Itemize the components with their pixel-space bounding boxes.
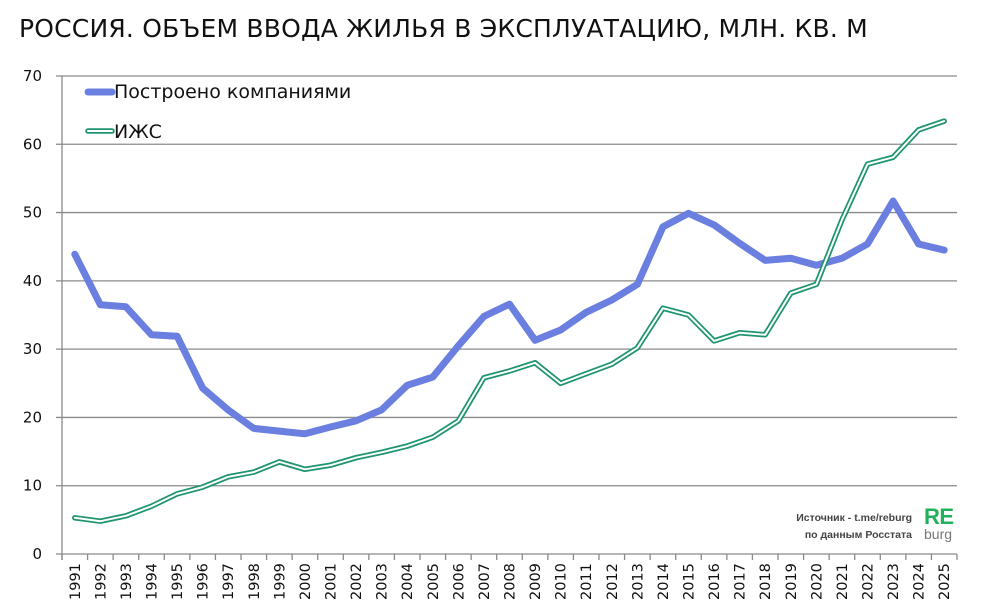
- x-tick-label: 2006: [451, 563, 467, 600]
- y-tick-label: 10: [23, 477, 42, 495]
- reburg-logo: RE burg: [924, 504, 954, 542]
- y-axis: 0 10 20 30 40 50 60 70: [23, 67, 63, 563]
- x-tick-label: 2000: [298, 563, 314, 600]
- x-tick-label: 2018: [758, 563, 774, 600]
- x-tick-label: 2019: [784, 563, 800, 600]
- source-line-2: по данным Росстата: [804, 529, 912, 541]
- logo-re: RE: [924, 504, 954, 529]
- chart-title: РОССИЯ. ОБЪЕМ ВВОДА ЖИЛЬЯ В ЭКСПЛУАТАЦИЮ…: [19, 14, 868, 43]
- x-tick-label: 1997: [221, 563, 237, 600]
- x-tick-label: 2025: [937, 563, 953, 600]
- source-note: Источник - t.me/reburg по данным Росстат…: [796, 510, 912, 544]
- x-tick-label: 1996: [196, 563, 212, 600]
- gridlines: [56, 75, 957, 487]
- x-axis: 1991 1992 1993 1994 1995 1996 1997 1998 1999 2000…: [56, 553, 958, 600]
- x-tick-label: 2007: [477, 563, 493, 600]
- legend: Построено компаниями ИЖС: [84, 81, 351, 143]
- x-tick-label: 1991: [68, 563, 84, 600]
- y-tick-label: 30: [23, 340, 42, 358]
- legend-companies-label: Построено компаниями: [114, 81, 351, 103]
- x-tick-label: 2008: [503, 563, 519, 600]
- x-tick-label: 1993: [119, 563, 135, 600]
- x-tick-label: 2022: [861, 563, 877, 600]
- logo-burg: burg: [924, 526, 953, 542]
- x-tick-label: 2005: [426, 563, 442, 600]
- x-tick-label: 2023: [886, 563, 902, 600]
- x-tick-label: 2011: [579, 563, 595, 600]
- x-tick-label: 1999: [272, 563, 288, 600]
- x-tick-label: 2012: [605, 563, 621, 600]
- data-series: [71, 118, 948, 524]
- series-izhs-line: [72, 118, 947, 524]
- source-line-1: Источник - t.me/reburg: [796, 512, 912, 524]
- y-tick-label: 70: [23, 67, 42, 85]
- x-tick-label: 2017: [733, 563, 749, 600]
- y-tick-label: 20: [23, 408, 42, 426]
- x-tick-label: 2002: [349, 563, 365, 600]
- x-tick-label: 2004: [400, 563, 416, 600]
- series-companies-line: [71, 197, 948, 438]
- x-tick-label: 2015: [682, 563, 698, 600]
- x-tick-label: 2014: [656, 563, 672, 600]
- x-tick-label: 1995: [170, 563, 186, 600]
- x-tick-label: 2021: [835, 563, 851, 600]
- x-tick-label: 2001: [324, 563, 340, 600]
- x-tick-label: 2024: [912, 563, 928, 600]
- legend-izhs-label: ИЖС: [114, 121, 162, 143]
- y-tick-label: 50: [23, 204, 42, 222]
- x-tick-label: 2003: [375, 563, 391, 600]
- x-tick-label: 1998: [247, 563, 263, 600]
- x-tick-label: 2020: [809, 563, 825, 600]
- y-tick-label: 40: [23, 272, 42, 290]
- x-tick-label: 2013: [630, 563, 646, 600]
- x-tick-label: 1994: [145, 563, 161, 600]
- y-tick-label: 0: [32, 545, 42, 563]
- x-tick-label: 2009: [528, 563, 544, 600]
- x-tick-label: 2016: [707, 563, 723, 600]
- series-izhs-line-inner: [73, 120, 946, 523]
- x-tick-label: 1992: [93, 563, 109, 600]
- x-tick-label: 2010: [554, 563, 570, 600]
- y-tick-label: 60: [23, 135, 42, 153]
